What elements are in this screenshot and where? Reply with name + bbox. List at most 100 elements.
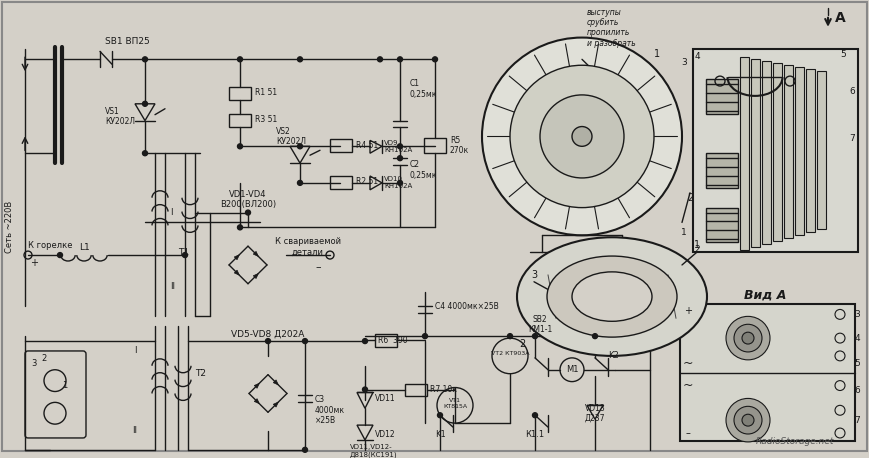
Text: L1: L1 bbox=[78, 243, 90, 251]
Text: SB2
КМ1-1: SB2 КМ1-1 bbox=[527, 315, 552, 334]
Text: VT2 КТ903А: VT2 КТ903А bbox=[491, 351, 529, 356]
Bar bbox=[330, 139, 352, 152]
Polygon shape bbox=[255, 398, 259, 403]
Circle shape bbox=[433, 57, 437, 62]
Circle shape bbox=[237, 225, 242, 230]
Text: VS2
КУ202Л: VS2 КУ202Л bbox=[276, 127, 306, 146]
Text: А: А bbox=[834, 11, 846, 25]
Bar bbox=[706, 79, 738, 114]
Text: VD13
Д237: VD13 Д237 bbox=[585, 403, 606, 423]
Text: I: I bbox=[170, 208, 173, 217]
Ellipse shape bbox=[517, 237, 707, 356]
Text: VD10
КН102А: VD10 КН102А bbox=[384, 176, 412, 190]
Text: I: I bbox=[134, 346, 136, 355]
Text: ~: ~ bbox=[683, 357, 693, 371]
Bar bbox=[740, 57, 749, 250]
Text: R2 51: R2 51 bbox=[356, 177, 378, 186]
Bar bbox=[817, 71, 826, 229]
Text: II: II bbox=[132, 425, 137, 435]
Polygon shape bbox=[253, 251, 258, 256]
Text: К горелке: К горелке bbox=[28, 240, 72, 250]
Circle shape bbox=[297, 57, 302, 62]
Circle shape bbox=[266, 338, 270, 344]
Circle shape bbox=[437, 413, 442, 418]
Circle shape bbox=[742, 414, 754, 426]
Bar bbox=[751, 60, 760, 247]
Text: Вид А: Вид А bbox=[744, 288, 786, 301]
Ellipse shape bbox=[572, 272, 652, 322]
Circle shape bbox=[533, 413, 538, 418]
Text: SB1 ВП25: SB1 ВП25 bbox=[105, 37, 149, 46]
Bar bbox=[693, 49, 858, 252]
Bar bbox=[424, 138, 446, 153]
Bar bbox=[706, 207, 738, 242]
Circle shape bbox=[742, 332, 754, 344]
Text: –: – bbox=[315, 262, 321, 272]
Text: VT1
КТ815А: VT1 КТ815А bbox=[443, 398, 467, 409]
Polygon shape bbox=[235, 270, 239, 275]
Text: 6: 6 bbox=[854, 386, 859, 395]
Text: C1
0,25мк: C1 0,25мк bbox=[410, 79, 437, 98]
Circle shape bbox=[143, 101, 148, 106]
Text: VD5-VD8 Д202А: VD5-VD8 Д202А bbox=[231, 330, 305, 338]
Text: R4 51: R4 51 bbox=[356, 141, 378, 150]
Text: 3: 3 bbox=[681, 58, 687, 67]
Bar bbox=[784, 65, 793, 238]
Circle shape bbox=[397, 180, 402, 185]
Bar bbox=[375, 334, 397, 347]
Text: C4 4000мк×25В: C4 4000мк×25В bbox=[435, 302, 499, 311]
Circle shape bbox=[237, 144, 242, 149]
Text: VD12: VD12 bbox=[375, 431, 395, 440]
Text: RadioStorage.net: RadioStorage.net bbox=[756, 437, 834, 447]
Text: R6  390: R6 390 bbox=[378, 336, 408, 344]
Circle shape bbox=[726, 398, 770, 442]
Circle shape bbox=[182, 253, 188, 257]
Circle shape bbox=[397, 57, 402, 62]
Text: выступы
срубить
пропилить
и разобрать: выступы срубить пропилить и разобрать bbox=[587, 8, 636, 48]
Circle shape bbox=[57, 253, 63, 257]
Text: R3 51: R3 51 bbox=[255, 115, 277, 124]
Text: 5: 5 bbox=[840, 50, 846, 59]
Text: T2: T2 bbox=[195, 369, 206, 378]
Circle shape bbox=[572, 126, 592, 146]
Circle shape bbox=[507, 334, 513, 338]
Text: 2: 2 bbox=[687, 193, 693, 203]
Text: 2: 2 bbox=[42, 354, 47, 363]
Text: 7: 7 bbox=[849, 134, 855, 143]
Circle shape bbox=[540, 95, 624, 178]
Ellipse shape bbox=[547, 256, 677, 337]
Text: 2: 2 bbox=[694, 245, 700, 254]
Bar bbox=[706, 153, 738, 188]
Polygon shape bbox=[273, 380, 278, 385]
Text: К свариваемой
детали: К свариваемой детали bbox=[275, 237, 341, 257]
Circle shape bbox=[143, 57, 148, 62]
Bar bbox=[405, 384, 427, 397]
Text: T1: T1 bbox=[178, 248, 189, 256]
Circle shape bbox=[362, 387, 368, 392]
Circle shape bbox=[726, 316, 770, 360]
Polygon shape bbox=[273, 402, 278, 407]
Bar bbox=[806, 69, 815, 232]
Circle shape bbox=[297, 180, 302, 185]
Text: C2
0,25мк: C2 0,25мк bbox=[410, 160, 437, 180]
Text: R7 10к: R7 10к bbox=[430, 385, 457, 394]
Circle shape bbox=[482, 38, 682, 235]
Circle shape bbox=[302, 338, 308, 344]
Circle shape bbox=[246, 210, 250, 215]
Text: II: II bbox=[170, 282, 175, 291]
Text: 1: 1 bbox=[63, 381, 68, 390]
Text: 1: 1 bbox=[681, 228, 687, 237]
Text: K1: K1 bbox=[434, 431, 446, 440]
Text: +: + bbox=[684, 306, 692, 316]
Circle shape bbox=[510, 65, 654, 207]
Text: 4: 4 bbox=[694, 52, 700, 61]
Text: VD11,VD12-
Д818(КС191): VD11,VD12- Д818(КС191) bbox=[350, 444, 398, 458]
Text: 3: 3 bbox=[31, 360, 36, 368]
Text: VD1-VD4
В200(ВЛ200): VD1-VD4 В200(ВЛ200) bbox=[220, 190, 276, 209]
Text: 6: 6 bbox=[849, 87, 855, 97]
Text: 2: 2 bbox=[519, 339, 525, 349]
Bar bbox=[330, 176, 352, 189]
Text: –: – bbox=[686, 428, 691, 438]
Text: 4: 4 bbox=[854, 333, 859, 343]
Bar bbox=[773, 63, 782, 241]
